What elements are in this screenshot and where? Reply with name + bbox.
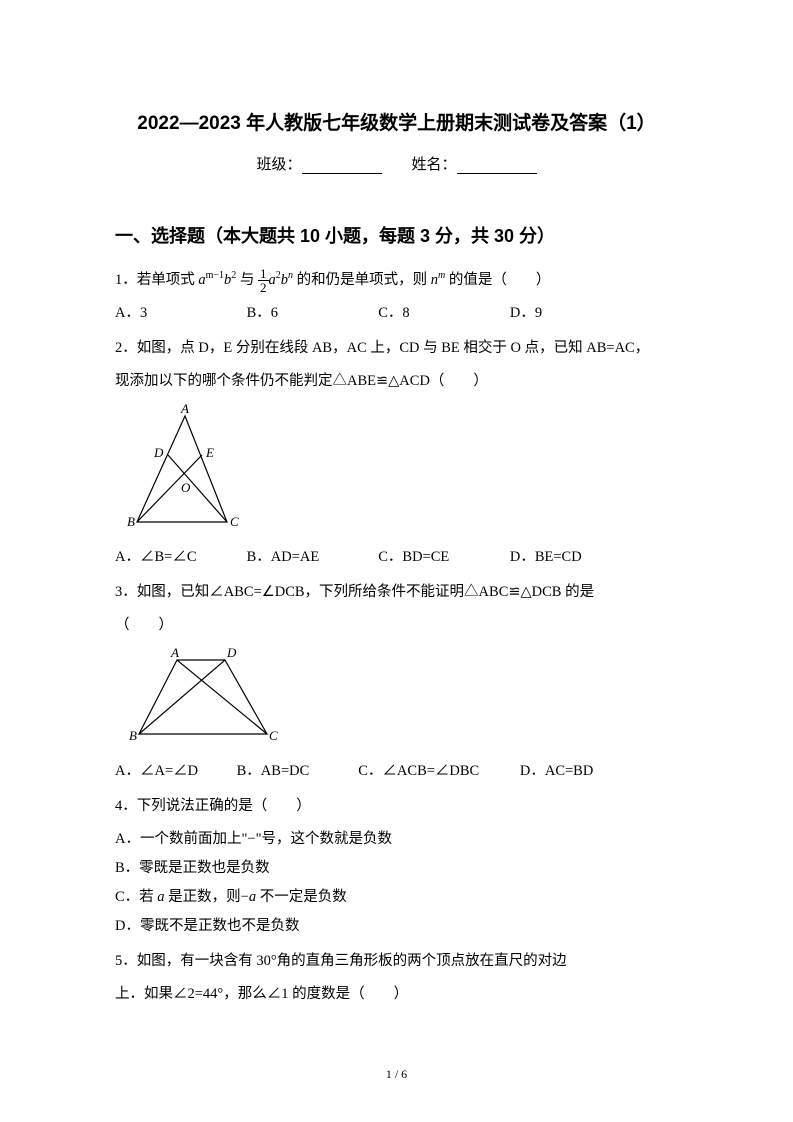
q2-options: A．∠B=∠C B．AD=AE C．BD=CE D．BE=CD: [115, 543, 678, 572]
question-3-line1: 3．如图，已知∠ABC=∠DCB，下列所给条件不能证明△ABC≌△DCB 的是: [115, 578, 678, 607]
q4c-a1: a: [157, 889, 164, 905]
svg-text:E: E: [205, 445, 214, 460]
q1-mid: 与: [236, 272, 258, 288]
q3-options: A．∠A=∠D B．AB=DC C．∠ACB=∠DBC D．AC=BD: [115, 757, 678, 786]
svg-text:B: B: [129, 728, 137, 743]
question-5-line1: 5．如图，有一块含有 30°角的直角三角形板的两个顶点放在直尺的对边: [115, 947, 678, 976]
q1-opt-c: C．8: [378, 299, 506, 328]
q1-term1-exp: m−1: [206, 270, 224, 281]
svg-text:A: A: [180, 404, 189, 416]
q1-text-after: 的和仍是单项式，则: [293, 272, 431, 288]
question-1: 1．若单项式 am−1b2 与 12a2bn 的和仍是单项式，则 nm 的值是（…: [115, 266, 678, 295]
svg-text:D: D: [226, 648, 237, 660]
q1-opt-d: D．9: [510, 299, 638, 328]
q1-opt-b: B．6: [247, 299, 375, 328]
q2-opt-d: D．BE=CD: [510, 543, 638, 572]
q2-opt-a: A．∠B=∠C: [115, 543, 243, 572]
q4-opt-c: C．若 a 是正数，则−a 不一定是负数: [115, 883, 678, 912]
svg-text:D: D: [153, 445, 164, 460]
q1-nm: n: [431, 272, 438, 288]
section-1-header: 一、选择题（本大题共 10 小题，每题 3 分，共 30 分）: [115, 222, 678, 248]
name-label: 姓名：: [412, 157, 457, 173]
q1-frac-num: 1: [258, 267, 269, 281]
q1-term1-a: a: [198, 272, 205, 288]
q4c-before: C．若: [115, 889, 157, 905]
question-4-stem: 4．下列说法正确的是（ ）: [115, 792, 678, 821]
svg-text:C: C: [269, 728, 278, 743]
q4c-after: 不一定是负数: [256, 889, 347, 905]
form-line: 班级： 姓名：: [115, 153, 678, 174]
q3-opt-a: A．∠A=∠D: [115, 757, 233, 786]
q1-opt-a: A．3: [115, 299, 243, 328]
svg-text:O: O: [181, 480, 191, 495]
q2-figure: A B C D E O: [127, 404, 678, 535]
q3-opt-b: B．AB=DC: [237, 757, 355, 786]
q2-opt-b: B．AD=AE: [247, 543, 375, 572]
q3-svg: A B C D: [127, 648, 287, 744]
q4-opt-b: B．零既是正数也是负数: [115, 854, 678, 883]
q4-opt-d: D．零既不是正数也不是负数: [115, 912, 678, 941]
q1-options: A．3 B．6 C．8 D．9: [115, 299, 678, 328]
q4c-mid: 是正数，则−: [165, 889, 249, 905]
question-5-line2: 上．如果∠2=44°，那么∠1 的度数是（ ）: [115, 980, 678, 1009]
svg-text:A: A: [170, 648, 179, 660]
q3-opt-d: D．AC=BD: [520, 757, 620, 786]
page-footer: 1 / 6: [0, 1067, 793, 1082]
q3-labels: A B C D: [129, 648, 278, 743]
q4-opt-a: A．一个数前面加上"−"号，这个数就是负数: [115, 825, 678, 854]
svg-text:C: C: [230, 514, 239, 529]
class-label: 班级：: [256, 157, 301, 173]
question-3-line2: （ ）: [115, 611, 678, 640]
q1-frac: 12: [258, 267, 269, 294]
q3-opt-c: C．∠ACB=∠DBC: [358, 757, 516, 786]
class-blank[interactable]: [302, 158, 382, 174]
q1-tail: 的值是（ ）: [445, 272, 550, 288]
q3-path: [139, 660, 267, 734]
q1-frac-den: 2: [258, 281, 269, 294]
q3-figure: A B C D: [127, 648, 678, 749]
question-2-line2: 现添加以下的哪个条件仍不能判定△ABE≌△ACD（ ）: [115, 367, 678, 396]
q1-text-before: 1．若单项式: [115, 272, 198, 288]
q2-opt-c: C．BD=CE: [378, 543, 506, 572]
svg-text:B: B: [127, 514, 135, 529]
question-2-line1: 2．如图，点 D，E 分别在线段 AB，AC 上，CD 与 BE 相交于 O 点…: [115, 334, 678, 363]
q1-term2-a: a: [269, 272, 276, 288]
name-blank[interactable]: [457, 158, 537, 174]
q4-options: A．一个数前面加上"−"号，这个数就是负数 B．零既是正数也是负数 C．若 a …: [115, 825, 678, 941]
page-title: 2022—2023 年人教版七年级数学上册期末测试卷及答案（1）: [115, 108, 678, 135]
q1-term2-b: b: [281, 272, 288, 288]
q2-svg: A B C D E O: [127, 404, 247, 530]
